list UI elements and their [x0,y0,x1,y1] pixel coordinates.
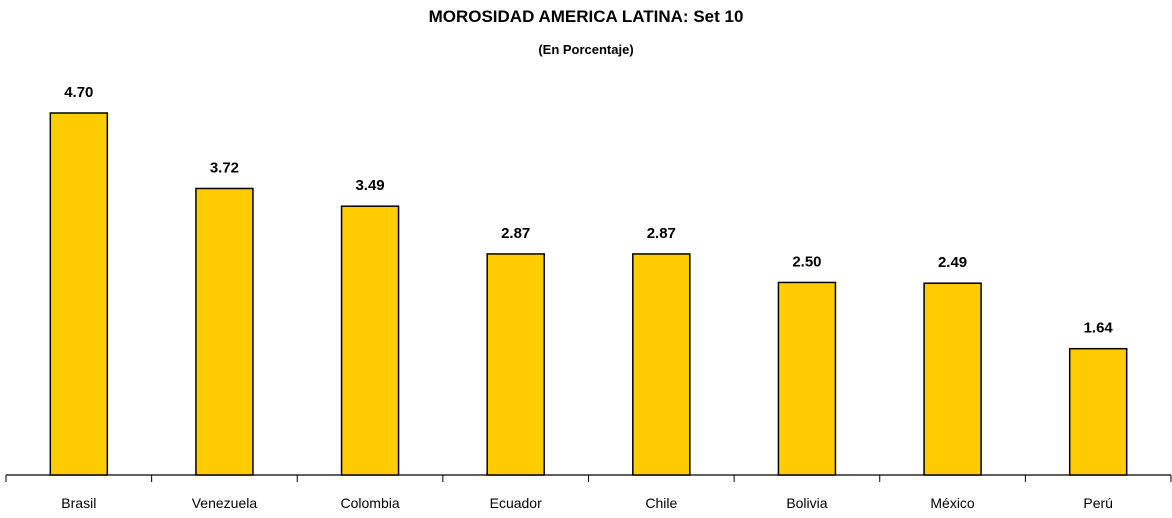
data-label: 3.72 [210,159,239,176]
x-tick-label: Bolivia [786,495,827,511]
data-label: 2.87 [647,225,676,242]
x-tick-label: Venezuela [192,495,258,511]
bar-mexico [923,282,982,476]
bar-bolivia [777,281,837,476]
x-tick-label: Colombia [340,495,399,511]
bar-chile [632,253,691,476]
data-label: 2.50 [792,253,821,270]
data-label: 3.49 [355,177,384,194]
bar-colombia [340,205,400,476]
bar-venezuela [195,187,254,476]
data-label: 4.70 [64,84,93,101]
x-tick-label: Ecuador [490,495,542,511]
bar-peru [1068,347,1128,476]
data-label: 1.64 [1084,320,1114,337]
x-tick-label: Chile [645,495,677,511]
bar-brasil [49,112,109,476]
bar-ecuador [486,253,545,476]
plot-area: 4.70 Brasil 3.72 Venezuela 3.49 Colombia 2.87 E… [5,84,1172,511]
data-label: 2.87 [501,225,530,242]
x-tick-label: México [930,495,975,511]
chart-title: MOROSIDAD AMERICA LATINA: Set 10 [429,7,744,26]
x-tick-label: Perú [1083,495,1113,511]
chart-subtitle: (En Porcentaje) [538,42,633,57]
x-tick-label: Brasil [61,495,96,511]
data-label: 2.49 [938,254,967,271]
